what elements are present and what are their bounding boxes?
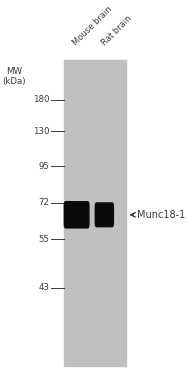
Text: 95: 95: [39, 162, 50, 171]
Text: Munc18-1: Munc18-1: [137, 210, 185, 220]
FancyBboxPatch shape: [64, 201, 90, 229]
Text: 180: 180: [33, 95, 50, 104]
Bar: [64, 60, 126, 367]
Text: 55: 55: [39, 234, 50, 244]
Text: 43: 43: [39, 283, 50, 292]
Text: Rat brain: Rat brain: [101, 14, 134, 47]
Text: 130: 130: [33, 127, 50, 136]
Text: 72: 72: [39, 198, 50, 207]
FancyBboxPatch shape: [95, 202, 114, 227]
Text: Mouse brain: Mouse brain: [71, 4, 114, 47]
Text: MW
(kDa): MW (kDa): [2, 67, 25, 86]
